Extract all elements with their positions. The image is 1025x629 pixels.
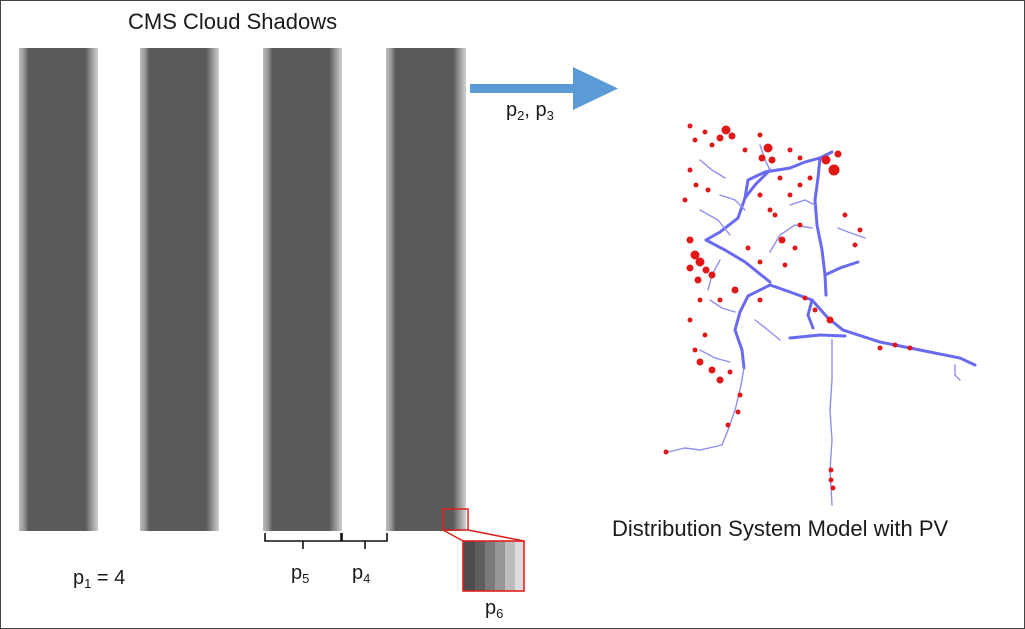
zoom-detail — [462, 540, 525, 592]
brace-p5 — [264, 533, 342, 549]
label-p5: p5 — [291, 562, 310, 586]
brace-p4 — [341, 533, 388, 549]
label-p6: p6 — [485, 597, 504, 621]
zoom-line-right — [467, 529, 525, 542]
figure-title: CMS Cloud Shadows — [128, 9, 338, 34]
shadow-band-2 — [140, 48, 219, 531]
shadow-band-4 — [386, 48, 466, 531]
shadow-band-1 — [19, 48, 98, 531]
zoom-line-left — [442, 529, 464, 542]
shadow-band-3 — [263, 48, 342, 531]
arrow-icon — [470, 67, 618, 110]
label-p1: p1 = 4 — [73, 567, 126, 591]
network-caption: Distribution System Model with PV — [612, 516, 949, 541]
distribution-network — [663, 123, 977, 506]
zoom-source-box — [442, 508, 469, 531]
label-p2-p3: p2, p3 — [506, 99, 554, 123]
label-p4: p4 — [352, 562, 371, 586]
